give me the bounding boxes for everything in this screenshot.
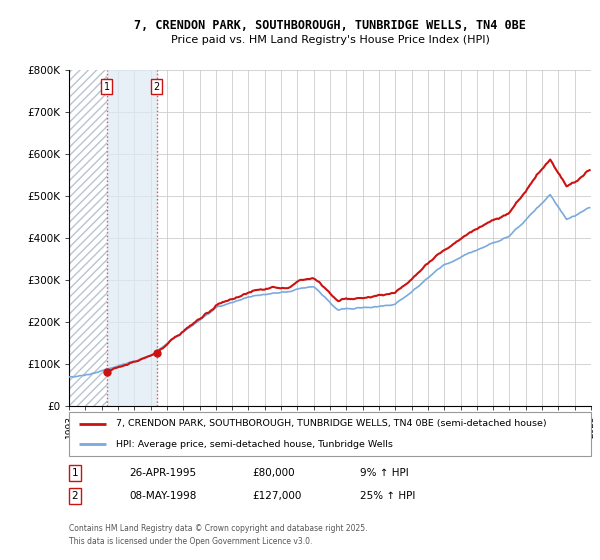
Text: £80,000: £80,000	[252, 468, 295, 478]
Text: 2: 2	[154, 82, 160, 92]
Text: 7, CRENDON PARK, SOUTHBOROUGH, TUNBRIDGE WELLS, TN4 0BE (semi-detached house): 7, CRENDON PARK, SOUTHBOROUGH, TUNBRIDGE…	[116, 419, 547, 428]
Text: 1: 1	[104, 82, 110, 92]
Text: 9% ↑ HPI: 9% ↑ HPI	[360, 468, 409, 478]
Text: 26-APR-1995: 26-APR-1995	[129, 468, 196, 478]
FancyBboxPatch shape	[69, 412, 591, 456]
Text: 1: 1	[71, 468, 79, 478]
Text: 2: 2	[71, 491, 79, 501]
Text: 25% ↑ HPI: 25% ↑ HPI	[360, 491, 415, 501]
Text: 08-MAY-1998: 08-MAY-1998	[129, 491, 196, 501]
Text: HPI: Average price, semi-detached house, Tunbridge Wells: HPI: Average price, semi-detached house,…	[116, 440, 393, 449]
Text: 7, CRENDON PARK, SOUTHBOROUGH, TUNBRIDGE WELLS, TN4 0BE: 7, CRENDON PARK, SOUTHBOROUGH, TUNBRIDGE…	[134, 18, 526, 32]
Text: £127,000: £127,000	[252, 491, 301, 501]
Bar	[69, 70, 107, 406]
Bar	[69, 70, 107, 406]
Bar	[107, 70, 157, 406]
Text: Price paid vs. HM Land Registry's House Price Index (HPI): Price paid vs. HM Land Registry's House …	[170, 35, 490, 45]
Text: Contains HM Land Registry data © Crown copyright and database right 2025.
This d: Contains HM Land Registry data © Crown c…	[69, 524, 367, 545]
